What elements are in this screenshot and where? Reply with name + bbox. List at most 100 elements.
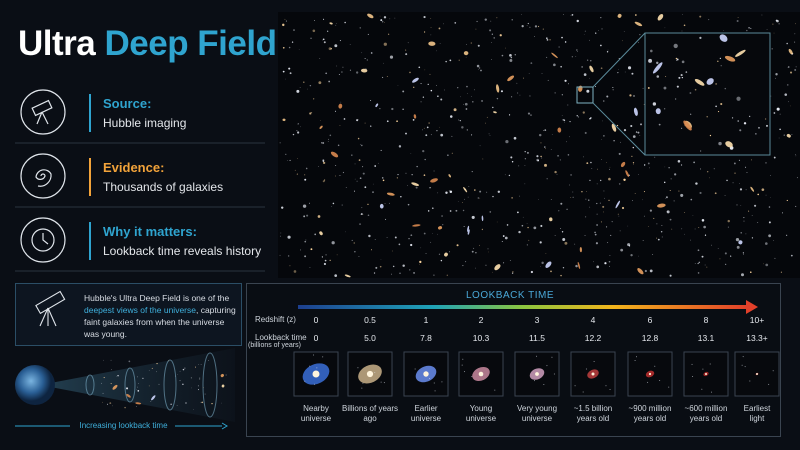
star bbox=[782, 212, 784, 214]
star bbox=[282, 23, 285, 27]
star bbox=[397, 173, 399, 176]
cone-stars bbox=[101, 359, 227, 410]
zoom-box bbox=[644, 32, 771, 156]
star bbox=[773, 32, 775, 34]
star bbox=[137, 383, 139, 384]
star bbox=[715, 105, 717, 108]
star bbox=[373, 272, 376, 274]
star bbox=[490, 20, 492, 22]
star bbox=[479, 197, 481, 199]
star bbox=[323, 262, 327, 266]
star bbox=[589, 206, 591, 208]
star bbox=[489, 135, 491, 136]
star bbox=[288, 46, 291, 49]
thumb-star bbox=[433, 382, 435, 384]
star bbox=[431, 207, 434, 210]
star bbox=[789, 71, 793, 74]
star bbox=[654, 156, 656, 158]
star bbox=[437, 95, 439, 97]
star bbox=[524, 150, 526, 153]
star bbox=[430, 241, 432, 243]
galaxy bbox=[786, 133, 791, 138]
star bbox=[291, 41, 294, 43]
star bbox=[674, 98, 677, 100]
fact-text: Thousands of galaxies bbox=[103, 180, 224, 194]
star bbox=[406, 185, 408, 187]
star bbox=[491, 59, 492, 60]
star bbox=[583, 156, 585, 158]
star bbox=[329, 259, 331, 261]
column-caption: years old bbox=[689, 414, 723, 423]
galaxy bbox=[112, 384, 118, 390]
lookback-value: 11.5 bbox=[529, 333, 545, 343]
galaxy bbox=[655, 108, 661, 115]
star bbox=[148, 385, 150, 387]
star bbox=[718, 141, 722, 146]
star bbox=[664, 166, 666, 168]
star bbox=[739, 129, 742, 132]
star bbox=[643, 215, 645, 217]
star bbox=[410, 243, 413, 247]
galaxy bbox=[496, 84, 500, 93]
star bbox=[560, 65, 562, 68]
star bbox=[618, 183, 621, 185]
star bbox=[309, 84, 312, 87]
star bbox=[489, 29, 492, 32]
star bbox=[299, 87, 301, 88]
galaxy bbox=[463, 186, 468, 193]
star bbox=[198, 364, 200, 365]
star bbox=[334, 274, 338, 277]
star bbox=[432, 233, 433, 234]
star bbox=[620, 248, 624, 252]
star bbox=[436, 85, 437, 87]
star bbox=[504, 236, 508, 240]
thumb-star bbox=[744, 366, 746, 368]
star bbox=[594, 233, 597, 236]
star bbox=[596, 224, 599, 226]
star bbox=[339, 125, 341, 126]
star bbox=[413, 271, 416, 274]
star bbox=[387, 33, 390, 35]
star bbox=[690, 113, 692, 115]
star bbox=[618, 69, 619, 70]
star bbox=[786, 234, 788, 236]
star bbox=[735, 238, 740, 242]
lookback-value: 12.2 bbox=[584, 333, 602, 343]
lookback-value: 12.8 bbox=[641, 333, 659, 343]
star bbox=[420, 82, 422, 85]
star bbox=[765, 118, 767, 120]
star bbox=[594, 231, 596, 234]
thumb-star bbox=[546, 365, 548, 367]
star bbox=[742, 252, 744, 254]
star bbox=[563, 14, 564, 15]
star bbox=[322, 39, 323, 41]
star bbox=[703, 225, 706, 229]
star bbox=[602, 100, 605, 102]
star bbox=[151, 367, 153, 369]
column-caption: Billions of years bbox=[341, 404, 399, 413]
star bbox=[413, 86, 415, 89]
star bbox=[604, 262, 607, 265]
star bbox=[685, 71, 688, 73]
star bbox=[546, 56, 548, 58]
star bbox=[170, 403, 172, 405]
star bbox=[568, 83, 570, 85]
star bbox=[656, 75, 660, 78]
star bbox=[298, 49, 300, 50]
star bbox=[794, 68, 797, 71]
star bbox=[768, 221, 771, 224]
star bbox=[430, 26, 432, 28]
star bbox=[386, 75, 388, 77]
star bbox=[294, 169, 296, 171]
star bbox=[383, 62, 384, 64]
star bbox=[599, 202, 601, 204]
star bbox=[698, 261, 701, 264]
galaxy bbox=[467, 229, 470, 235]
star bbox=[736, 96, 741, 101]
star bbox=[778, 137, 780, 139]
star bbox=[571, 13, 574, 16]
star bbox=[364, 58, 366, 60]
star bbox=[638, 174, 639, 175]
star bbox=[575, 55, 577, 57]
star bbox=[158, 383, 160, 385]
